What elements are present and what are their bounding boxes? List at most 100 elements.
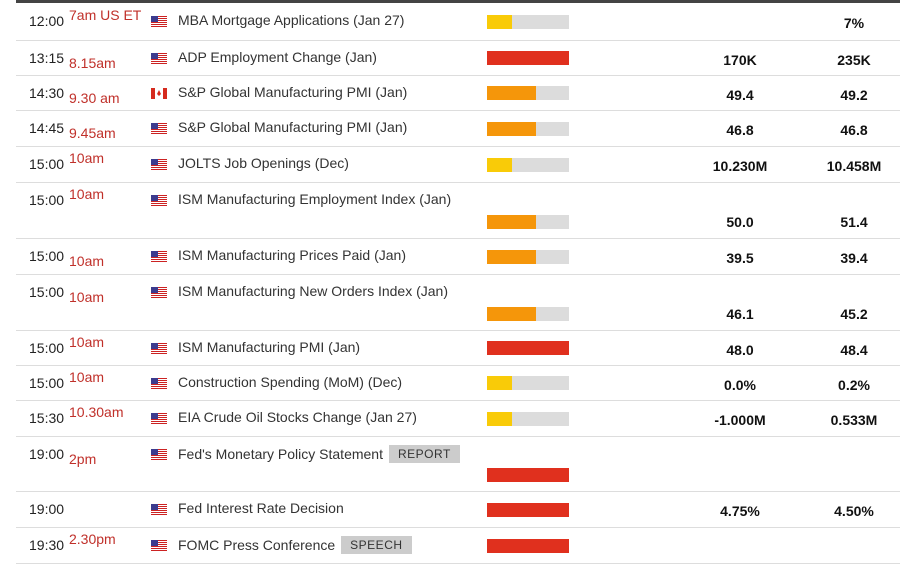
importance-bar-medium xyxy=(487,122,569,136)
table-top-border xyxy=(16,0,900,3)
event-title[interactable]: ADP Employment Change (Jan) xyxy=(178,49,377,65)
forecast-value: -1.000M xyxy=(714,412,766,428)
event-title[interactable]: Construction Spending (MoM) (Dec) xyxy=(178,374,402,390)
event-time: 15:00 xyxy=(29,192,65,208)
event-time: 19:30 xyxy=(29,537,65,553)
local-time: 8.15am xyxy=(69,55,116,71)
us-flag-icon xyxy=(151,121,167,134)
previous-value: 39.4 xyxy=(840,250,868,266)
event-title[interactable]: MBA Mortgage Applications (Jan 27) xyxy=(178,12,404,28)
us-flag-icon xyxy=(151,249,167,262)
previous-value: 235K xyxy=(837,52,871,68)
event-title[interactable]: ISM Manufacturing New Orders Index (Jan) xyxy=(178,283,448,299)
us-flag-icon xyxy=(151,51,167,64)
importance-bar-medium xyxy=(487,307,569,321)
us-flag-icon xyxy=(151,538,167,551)
importance-bar-low xyxy=(487,15,569,29)
importance-bar-low xyxy=(487,412,569,426)
event-row[interactable]: 19:00 2pm Fed's Monetary Policy Statemen… xyxy=(16,437,900,492)
forecast-value: 46.1 xyxy=(726,306,754,322)
local-time: 9.45am xyxy=(69,125,116,141)
event-time: 19:00 xyxy=(29,446,65,462)
speech-badge[interactable]: SPEECH xyxy=(341,536,412,554)
us-flag-icon xyxy=(151,411,167,424)
forecast-value: 48.0 xyxy=(726,342,754,358)
previous-value: 7% xyxy=(843,15,865,31)
event-title[interactable]: S&P Global Manufacturing PMI (Jan) xyxy=(178,84,407,100)
previous-value: 51.4 xyxy=(840,214,868,230)
event-row[interactable]: 13:15 8.15am ADP Employment Change (Jan)… xyxy=(16,41,900,76)
us-flag-icon xyxy=(151,14,167,27)
ca-flag-icon xyxy=(151,86,167,99)
us-flag-icon xyxy=(151,285,167,298)
event-time: 14:30 xyxy=(29,85,65,101)
previous-value: 0.533M xyxy=(830,412,878,428)
report-badge[interactable]: REPORT xyxy=(388,445,460,463)
event-row[interactable]: 19:00 Fed Interest Rate Decision 4.75% 4… xyxy=(16,492,900,528)
local-time: 10am xyxy=(69,253,105,269)
event-row[interactable]: 19:30 2.30pm FOMC Press Conference SPEECH xyxy=(16,528,900,564)
local-time: 2pm xyxy=(69,451,97,467)
event-row[interactable]: 15:30 10.30am EIA Crude Oil Stocks Chang… xyxy=(16,401,900,437)
us-flag-icon xyxy=(151,157,167,170)
event-time: 15:00 xyxy=(29,375,65,391)
event-title-text: Fed Interest Rate Decision xyxy=(178,500,344,516)
event-time: 15:30 xyxy=(29,410,65,426)
previous-value: 0.2% xyxy=(838,377,870,393)
forecast-value: 10.230M xyxy=(712,158,768,174)
forecast-value: 50.0 xyxy=(726,214,754,230)
event-title[interactable]: FOMC Press Conference SPEECH xyxy=(178,536,412,554)
event-time: 15:00 xyxy=(29,284,65,300)
forecast-value: 170K xyxy=(723,52,757,68)
event-time: 14:45 xyxy=(29,120,65,136)
event-title[interactable]: Fed Interest Rate Decision xyxy=(178,500,344,516)
us-flag-icon xyxy=(151,447,167,460)
event-title-text: EIA Crude Oil Stocks Change (Jan 27) xyxy=(178,409,417,425)
event-row[interactable]: 15:00 10am ISM Manufacturing Prices Paid… xyxy=(16,239,900,275)
us-flag-icon xyxy=(151,341,167,354)
importance-bar-medium xyxy=(487,86,569,100)
event-row[interactable]: 15:00 10am ISM Manufacturing Employment … xyxy=(16,183,900,239)
local-time: 10am xyxy=(69,186,105,202)
event-title[interactable]: ISM Manufacturing PMI (Jan) xyxy=(178,339,360,355)
local-time: 10.30am xyxy=(69,404,124,420)
previous-value: 46.8 xyxy=(840,122,868,138)
local-time: 7am US ET xyxy=(69,7,142,23)
importance-bar-high xyxy=(487,341,569,355)
previous-value: 4.50% xyxy=(834,503,874,519)
importance-bar-high xyxy=(487,468,569,482)
event-row[interactable]: 15:00 10am ISM Manufacturing PMI (Jan) 4… xyxy=(16,331,900,366)
event-row[interactable]: 12:00 7am US ET MBA Mortgage Application… xyxy=(16,4,900,41)
us-flag-icon xyxy=(151,502,167,515)
importance-bar-high xyxy=(487,539,569,553)
event-title-text: ADP Employment Change (Jan) xyxy=(178,49,377,65)
event-title[interactable]: ISM Manufacturing Employment Index (Jan) xyxy=(178,191,451,207)
event-time: 12:00 xyxy=(29,13,65,29)
local-time: 2.30pm xyxy=(69,531,116,547)
event-title-text: JOLTS Job Openings (Dec) xyxy=(178,155,349,171)
local-time: 9.30 am xyxy=(69,90,120,106)
us-flag-icon xyxy=(151,193,167,206)
importance-bar-high xyxy=(487,51,569,65)
event-time: 19:00 xyxy=(29,501,65,517)
event-title-text: MBA Mortgage Applications (Jan 27) xyxy=(178,12,405,28)
event-title[interactable]: EIA Crude Oil Stocks Change (Jan 27) xyxy=(178,409,417,425)
event-row[interactable]: 15:00 10am ISM Manufacturing New Orders … xyxy=(16,275,900,331)
forecast-value: 39.5 xyxy=(726,250,754,266)
event-row[interactable]: 15:00 10am JOLTS Job Openings (Dec) 10.2… xyxy=(16,147,900,183)
event-title[interactable]: ISM Manufacturing Prices Paid (Jan) xyxy=(178,247,406,263)
event-title[interactable]: Fed's Monetary Policy Statement REPORT xyxy=(178,445,460,463)
event-title[interactable]: JOLTS Job Openings (Dec) xyxy=(178,155,349,171)
event-row[interactable]: 14:45 9.45am S&P Global Manufacturing PM… xyxy=(16,111,900,147)
event-row[interactable]: 15:00 10am Construction Spending (MoM) (… xyxy=(16,366,900,401)
forecast-value: 0.0% xyxy=(724,377,756,393)
event-title[interactable]: S&P Global Manufacturing PMI (Jan) xyxy=(178,119,407,135)
importance-bar-high xyxy=(487,503,569,517)
event-title-text: S&P Global Manufacturing PMI (Jan) xyxy=(178,84,408,100)
event-title-text: Fed's Monetary Policy Statement xyxy=(178,446,383,462)
previous-value: 49.2 xyxy=(840,87,868,103)
event-row[interactable]: 14:30 9.30 am S&P Global Manufacturing P… xyxy=(16,76,900,111)
local-time: 10am xyxy=(69,369,105,385)
previous-value: 10.458M xyxy=(826,158,882,174)
event-title-text: Construction Spending (MoM) (Dec) xyxy=(178,374,403,390)
